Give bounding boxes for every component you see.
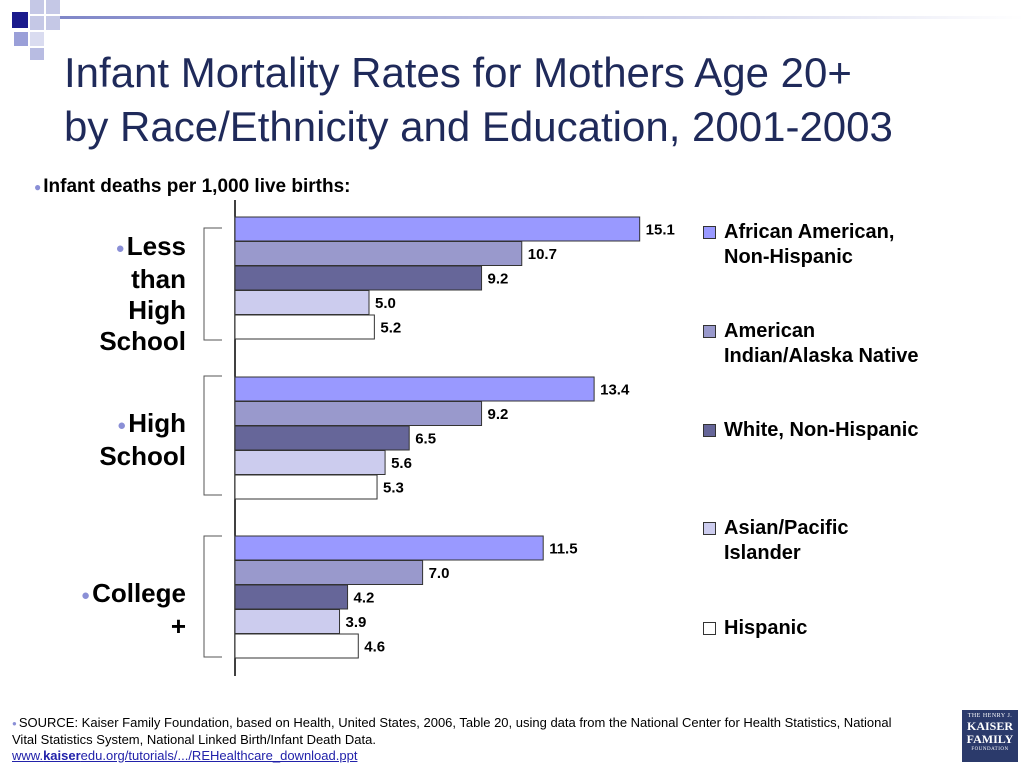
data-label: 10.7	[528, 246, 557, 263]
bar	[234, 216, 641, 242]
bullet-icon: ●	[12, 718, 17, 728]
group-label-high-school: ●High School	[99, 408, 186, 471]
chart-subtitle-text: Infant deaths per 1,000 live births:	[43, 176, 351, 197]
bar	[234, 241, 523, 266]
bar	[234, 474, 378, 500]
bar	[234, 425, 410, 451]
bar	[234, 314, 375, 340]
data-label: 5.0	[375, 295, 396, 312]
group-label-less-than-high-school: ●Less than High School	[99, 231, 186, 356]
title-line-1: Infant Mortality Rates for Mothers Age 2…	[64, 49, 852, 96]
legend-swatch	[703, 622, 716, 635]
bar	[234, 584, 349, 610]
bullet-icon: ●	[81, 586, 91, 604]
group-bracket	[203, 535, 222, 658]
source-text: SOURCE: Kaiser Family Foundation, based …	[12, 715, 892, 747]
bar	[234, 265, 483, 291]
data-label: 3.9	[346, 614, 367, 631]
group-bracket	[203, 375, 222, 496]
title-line-2: by Race/Ethnicity and Education, 2001-20…	[64, 103, 893, 150]
bar	[234, 450, 386, 475]
legend-swatch	[703, 325, 716, 338]
data-label: 9.2	[488, 406, 509, 423]
bullet-icon: ●	[34, 179, 42, 194]
data-label: 5.2	[380, 319, 401, 336]
source-link[interactable]: www.kaiseredu.org/tutorials/.../REHealth…	[12, 747, 358, 763]
data-label: 15.1	[646, 221, 675, 238]
legend-swatch	[703, 522, 716, 535]
data-label: 5.3	[383, 479, 404, 496]
bar	[234, 401, 483, 426]
data-label: 13.4	[600, 381, 630, 398]
group-bracket	[203, 227, 222, 341]
data-label: 6.5	[415, 430, 436, 447]
legend-swatch	[703, 424, 716, 437]
group-label-college: ●College +	[81, 578, 186, 641]
legend-swatch	[703, 226, 716, 239]
decorative-squares-header	[12, 0, 1024, 60]
data-label: 11.5	[549, 540, 577, 557]
bar	[234, 290, 370, 315]
bar	[234, 609, 341, 634]
bar	[234, 535, 544, 561]
source-note: ● SOURCE: Kaiser Family Foundation, based…	[12, 715, 912, 764]
data-label: 9.2	[488, 270, 509, 287]
data-label: 4.6	[364, 638, 385, 655]
bar	[234, 633, 359, 659]
kaiser-family-foundation-logo: THE HENRY J. KAISER FAMILY FOUNDATION	[962, 710, 1018, 762]
bar	[234, 560, 424, 585]
data-label: 7.0	[429, 565, 450, 582]
data-label: 5.6	[391, 455, 412, 472]
page-title: Infant Mortality Rates for Mothers Age 2…	[64, 46, 893, 154]
chart-subtitle: ● Infant deaths per 1,000 live births:	[34, 176, 351, 198]
bullet-icon: ●	[117, 416, 127, 434]
bullet-icon: ●	[115, 239, 125, 257]
bar	[234, 376, 595, 402]
data-label: 4.2	[354, 589, 375, 606]
